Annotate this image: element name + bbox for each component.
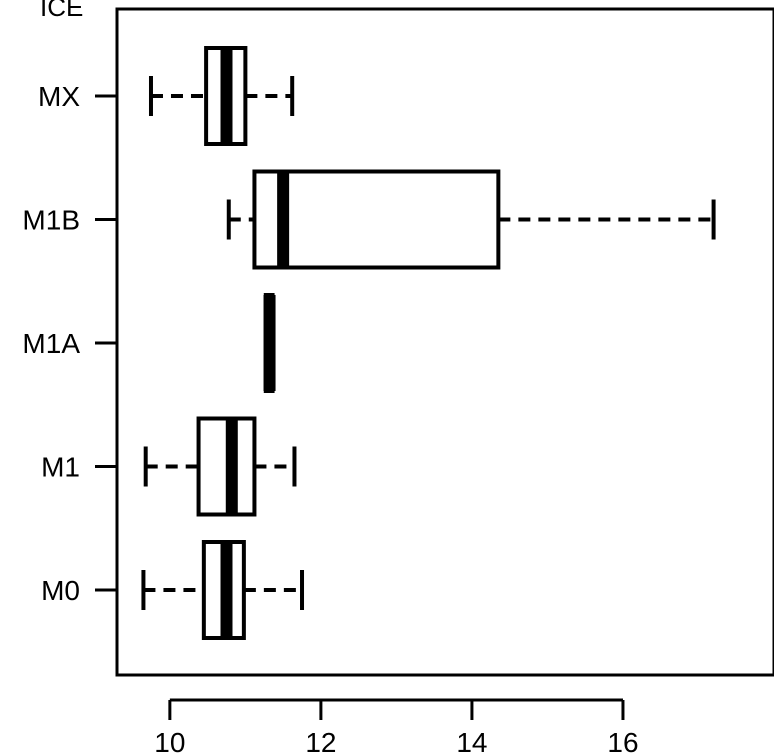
x-tick-label: 14	[456, 727, 487, 753]
box-m1b	[226, 169, 716, 270]
x-tick-label: 16	[607, 727, 638, 753]
box-m1a	[263, 293, 276, 393]
box-body	[252, 169, 501, 270]
y-axis: M0 M1 M1A M1B MX	[22, 81, 117, 606]
x-tick-label: 10	[154, 727, 185, 753]
y-tick-label: MX	[38, 81, 80, 112]
box-m0	[141, 540, 305, 640]
y-tick-label: M1A	[22, 328, 80, 359]
x-axis: 10 12 14 16	[154, 698, 639, 753]
y-tick-label: M1	[41, 452, 80, 483]
boxes	[141, 46, 716, 640]
box-m1	[143, 416, 297, 517]
top-label: ICE	[40, 0, 83, 22]
y-tick-label: M1B	[22, 205, 80, 236]
y-tick-label: M0	[41, 575, 80, 606]
x-tick-label: 12	[305, 727, 336, 753]
box-mx	[148, 46, 295, 146]
